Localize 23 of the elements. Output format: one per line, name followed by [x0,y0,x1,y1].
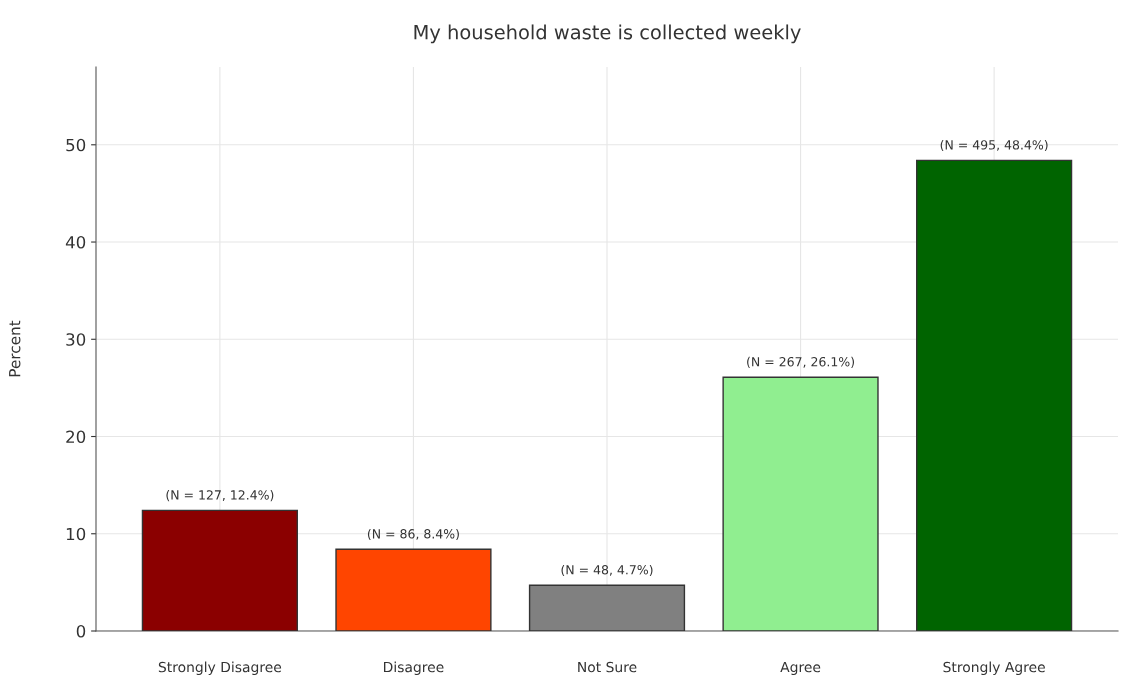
y-tick-label: 20 [66,430,86,444]
y-tick-label: 0 [76,624,86,638]
y-tick-label: 40 [65,236,86,249]
y-tick-label: 30 [66,333,86,346]
chart-title: My household waste is collected weekly [414,24,801,44]
bar [528,584,686,631]
bar [916,159,1073,631]
x-tick-label: Not Sure [578,661,637,673]
x-tick-label: Strongly Agree [943,661,1045,675]
data-label: (N = 48, 4.7%) [561,564,653,577]
y-tick-label: 50 [66,138,86,152]
x-tick-label: Disagree [384,661,444,675]
data-label: (N = 267, 26.1%) [747,356,855,368]
bar [335,548,492,631]
x-tick-label: Strongly Disagree [158,661,282,675]
y-axis-title: Percent [9,320,21,377]
data-label: (N = 495, 48.4%) [940,139,1048,152]
y-tick-label: 10 [66,527,86,541]
bar [141,509,298,631]
data-label: (N = 127, 12.4%) [166,490,274,502]
x-tick-label: Agree [780,661,821,675]
bar [722,376,879,631]
data-label: (N = 86, 8.4%) [367,528,459,541]
